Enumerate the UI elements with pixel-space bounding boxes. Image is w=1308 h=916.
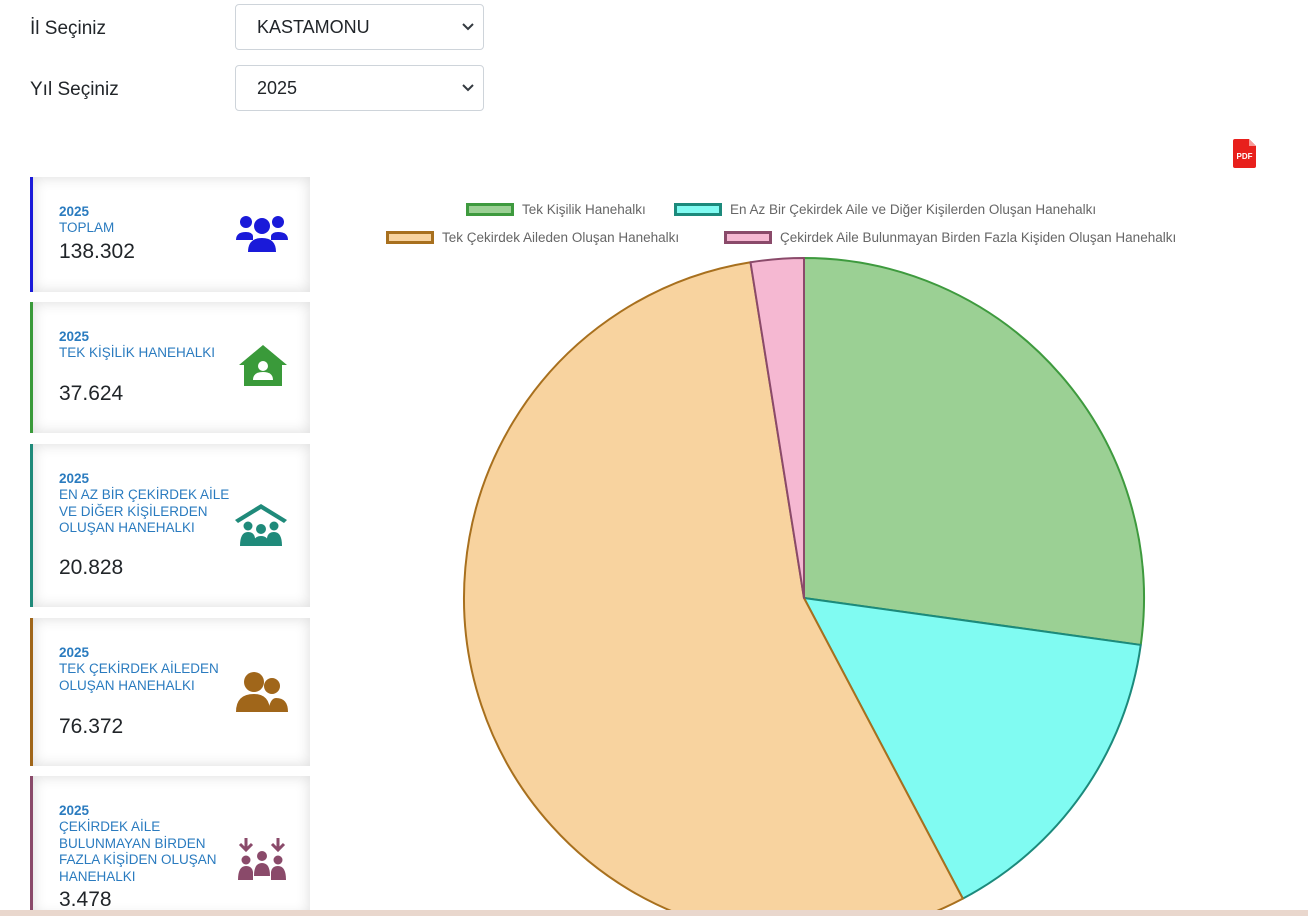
legend-label: Çekirdek Aile Bulunmayan Birden Fazla Ki… — [780, 229, 1177, 245]
pie-slice-nuclear-plus-others[interactable] — [803, 597, 1142, 900]
stat-card-title: TOPLAM — [59, 220, 115, 235]
users-group-icon — [236, 216, 288, 252]
stat-card-value: 76.372 — [59, 715, 124, 738]
people-roof-icon — [235, 504, 287, 546]
legend-item[interactable]: En Az Bir Çekirdek Aile ve Diğer Kişiler… — [674, 200, 1096, 218]
province-select[interactable]: KASTAMONU — [235, 4, 484, 50]
stat-card-value: 3.478 — [59, 888, 112, 911]
user-group-icon — [236, 672, 288, 712]
legend-item[interactable]: Çekirdek Aile Bulunmayan Birden Fazla Ki… — [724, 228, 1176, 246]
stat-card-year: 2025 — [59, 803, 90, 818]
pie-slice-single-nuclear[interactable] — [463, 261, 964, 916]
stat-card-single-person: 2025 TEK KİŞİLİK HANEHALKI 37.624 — [30, 302, 310, 433]
province-select-value: KASTAMONU — [257, 17, 370, 37]
stat-card-total: 2025 TOPLAM 138.302 — [30, 177, 310, 292]
year-select[interactable]: 2025 — [235, 65, 484, 111]
pie-slice-non-nuclear[interactable] — [749, 257, 805, 599]
stat-card-year: 2025 — [59, 329, 90, 344]
legend-swatch — [674, 202, 722, 216]
legend-label: En Az Bir Çekirdek Aile ve Diğer Kişiler… — [730, 201, 1097, 217]
legend-label: Tek Kişilik Hanehalkı — [522, 201, 646, 217]
legend-swatch — [724, 230, 772, 244]
legend-item[interactable]: Tek Kişilik Hanehalkı — [466, 200, 646, 218]
pdf-file-icon[interactable]: PDF — [1232, 138, 1257, 169]
people-arrows-down-icon — [238, 838, 286, 880]
pie-slice-single-person[interactable] — [803, 257, 1145, 646]
year-select-value: 2025 — [257, 78, 298, 98]
stat-card-year: 2025 — [59, 471, 90, 486]
legend-swatch — [466, 202, 514, 216]
stat-card-single-nuclear: 2025 TEK ÇEKİRDEK AİLEDEN OLUŞAN HANEHAL… — [30, 618, 310, 766]
chevron-down-icon — [462, 84, 474, 92]
year-label: Yıl Seçiniz — [30, 79, 119, 100]
stat-card-nuclear-plus-others: 2025 EN AZ BİR ÇEKİRDEK AİLE VE DİĞER Kİ… — [30, 444, 310, 607]
stat-card-year: 2025 — [59, 204, 90, 219]
legend-swatch — [386, 230, 434, 244]
stat-card-title: TEK KİŞİLİK HANEHALKI — [59, 345, 216, 360]
house-user-icon — [239, 345, 287, 386]
stat-card-year: 2025 — [59, 645, 90, 660]
stat-card-non-nuclear: 2025 ÇEKİRDEK AİLE BULUNMAYAN BİRDEN FAZ… — [30, 776, 310, 916]
stat-card-title: EN AZ BİR ÇEKİRDEK AİLE VE DİĞER KİŞİLER… — [59, 487, 230, 535]
legend-item[interactable]: Tek Çekirdek Aileden Oluşan Hanehalkı — [386, 228, 679, 246]
chevron-down-icon — [462, 23, 474, 31]
stat-card-title: TEK ÇEKİRDEK AİLEDEN OLUŞAN HANEHALKI — [59, 661, 219, 693]
pdf-icon-text: PDF — [1237, 152, 1253, 161]
stat-card-value: 138.302 — [59, 240, 135, 263]
stat-card-value: 20.828 — [59, 556, 124, 579]
legend-label: Tek Çekirdek Aileden Oluşan Hanehalkı — [442, 229, 680, 245]
bottom-divider — [0, 910, 1308, 916]
chart-legend: Tek Kişilik Hanehalkı En Az Bir Çekirdek… — [330, 198, 1290, 252]
stat-card-value: 37.624 — [59, 382, 124, 405]
province-label: İl Seçiniz — [30, 18, 107, 39]
stat-card-title: ÇEKİRDEK AİLE BULUNMAYAN BİRDEN FAZLA Kİ… — [59, 819, 217, 884]
